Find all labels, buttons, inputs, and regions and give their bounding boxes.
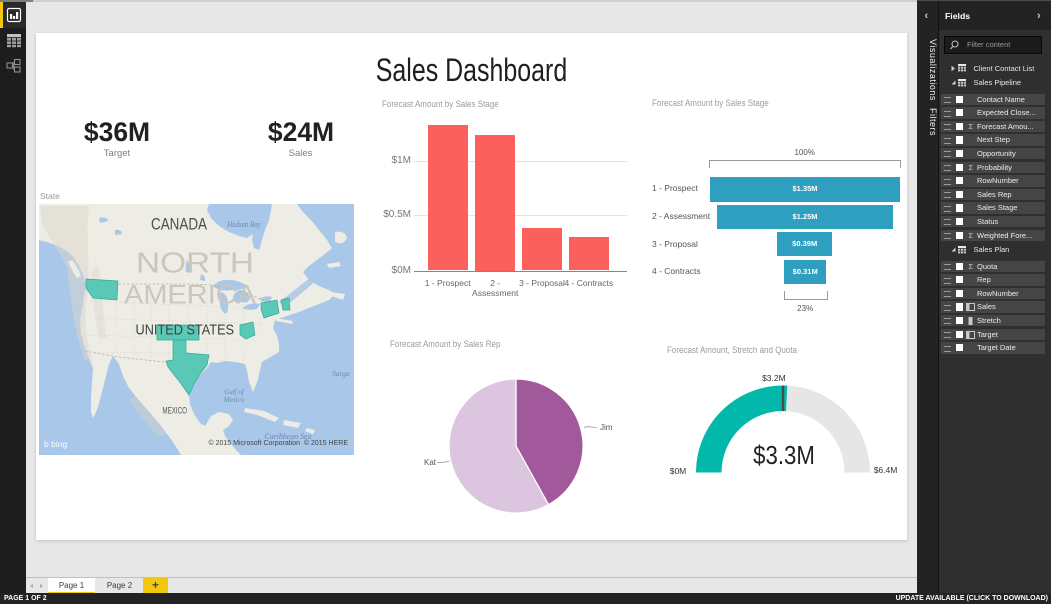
svg-text:Gulf of: Gulf of — [224, 388, 245, 396]
svg-text:Caribbean Sea: Caribbean Sea — [265, 432, 312, 441]
svg-text:MEXICO: MEXICO — [162, 406, 187, 417]
svg-text:Mexico: Mexico — [223, 396, 245, 404]
svg-text:AMERICA: AMERICA — [124, 280, 256, 310]
svg-text:Sarga: Sarga — [332, 369, 350, 378]
svg-text:NORTH: NORTH — [136, 248, 254, 280]
svg-text:Hudson Bay: Hudson Bay — [226, 220, 261, 229]
svg-text:UNITED STATES: UNITED STATES — [136, 322, 235, 339]
svg-text:b bing: b bing — [44, 439, 67, 449]
svg-text:© 2015 Microsoft Corporation: © 2015 Microsoft Corporation © 2015 HERE — [209, 439, 349, 447]
svg-text:CANADA: CANADA — [151, 216, 207, 234]
